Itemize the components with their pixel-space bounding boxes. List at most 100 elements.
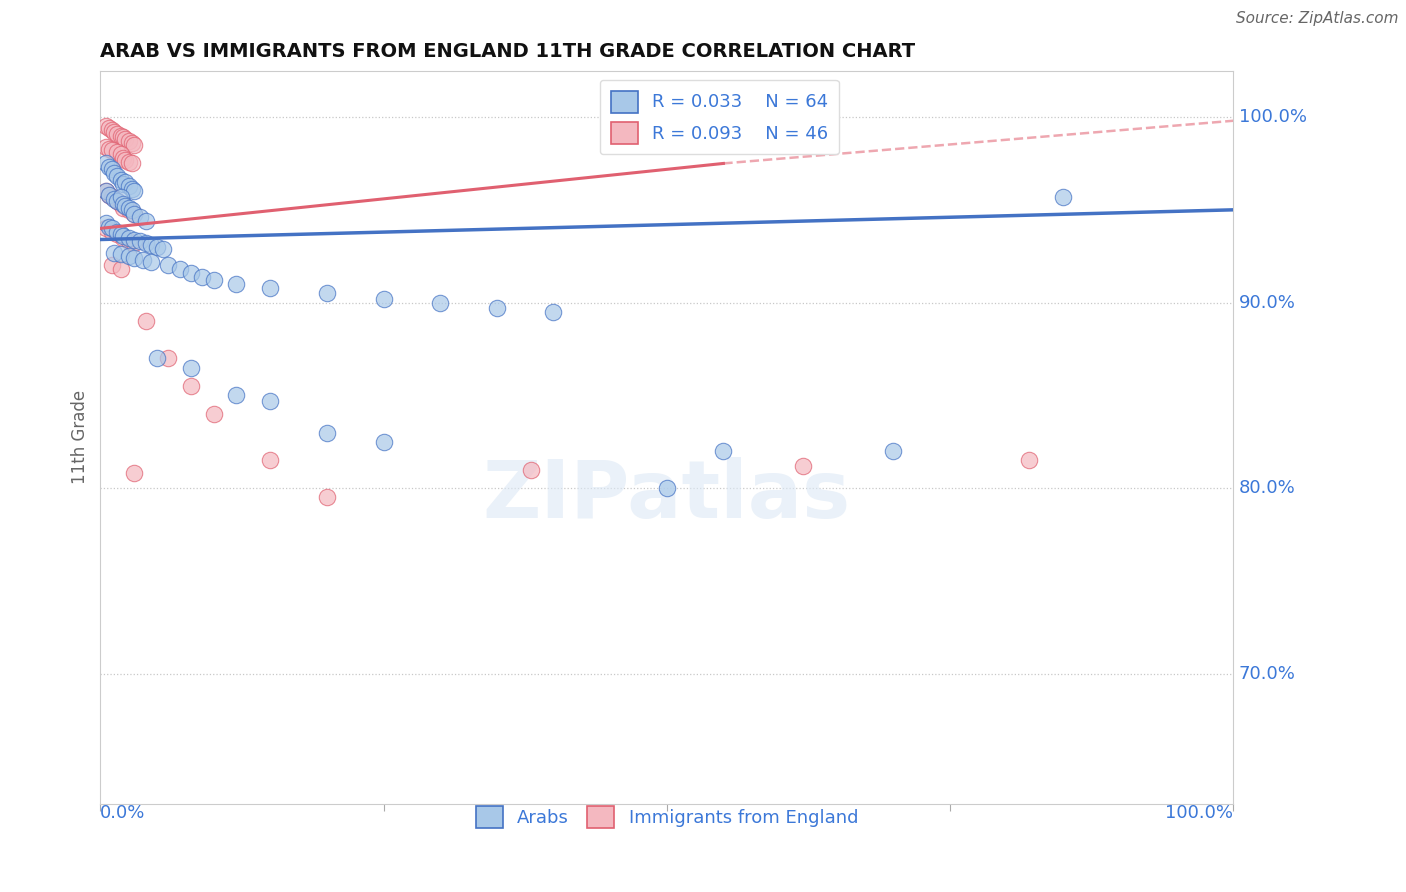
Point — [94, 156, 117, 170]
Point — [110, 190, 132, 204]
Point — [94, 216, 117, 230]
Point — [94, 184, 117, 198]
Point — [792, 458, 814, 473]
Point — [180, 360, 202, 375]
Point — [152, 242, 174, 256]
Point — [118, 230, 141, 244]
Point — [105, 127, 128, 141]
Point — [94, 139, 117, 153]
Point — [135, 236, 157, 251]
Point — [110, 147, 132, 161]
Point — [111, 230, 134, 244]
Point — [259, 394, 281, 409]
Point — [543, 305, 565, 319]
Point — [1018, 453, 1040, 467]
Point — [103, 192, 125, 206]
Point — [103, 166, 125, 180]
Point — [114, 132, 136, 146]
Point — [180, 379, 202, 393]
Point — [124, 251, 146, 265]
Point — [114, 153, 136, 167]
Point — [105, 227, 128, 241]
Point — [882, 444, 904, 458]
Point — [110, 173, 132, 187]
Point — [202, 273, 225, 287]
Point — [98, 219, 121, 234]
Point — [100, 123, 122, 137]
Text: ARAB VS IMMIGRANTS FROM ENGLAND 11TH GRADE CORRELATION CHART: ARAB VS IMMIGRANTS FROM ENGLAND 11TH GRA… — [100, 42, 915, 61]
Point — [124, 184, 146, 198]
Point — [429, 295, 451, 310]
Point — [146, 351, 169, 366]
Text: Source: ZipAtlas.com: Source: ZipAtlas.com — [1236, 11, 1399, 26]
Point — [105, 145, 128, 160]
Point — [316, 286, 339, 301]
Point — [103, 245, 125, 260]
Point — [373, 434, 395, 449]
Point — [225, 277, 247, 291]
Point — [124, 206, 146, 220]
Point — [98, 121, 121, 136]
Point — [114, 175, 136, 189]
Point — [118, 134, 141, 148]
Point — [157, 351, 180, 366]
Text: 80.0%: 80.0% — [1239, 479, 1295, 497]
Point — [105, 194, 128, 208]
Point — [98, 188, 121, 202]
Point — [141, 254, 163, 268]
Text: 100.0%: 100.0% — [1166, 804, 1233, 822]
Point — [129, 211, 152, 225]
Point — [259, 453, 281, 467]
Point — [111, 201, 134, 215]
Point — [105, 225, 128, 239]
Point — [110, 262, 132, 277]
Point — [124, 236, 146, 251]
Point — [259, 281, 281, 295]
Point — [111, 197, 134, 211]
Text: ZIPatlas: ZIPatlas — [482, 457, 851, 535]
Point — [118, 178, 141, 193]
Text: 90.0%: 90.0% — [1239, 293, 1296, 311]
Point — [98, 188, 121, 202]
Point — [124, 233, 146, 247]
Point — [124, 206, 146, 220]
Point — [110, 128, 132, 143]
Point — [141, 238, 163, 252]
Point — [94, 184, 117, 198]
Point — [100, 144, 122, 158]
Point — [114, 199, 136, 213]
Point — [520, 462, 543, 476]
Point — [110, 247, 132, 261]
Point — [373, 292, 395, 306]
Point — [1052, 190, 1074, 204]
Point — [110, 227, 132, 241]
Point — [118, 201, 141, 215]
Point — [157, 259, 180, 273]
Point — [191, 269, 214, 284]
Point — [100, 221, 122, 235]
Point — [316, 491, 339, 505]
Point — [124, 467, 146, 481]
Point — [100, 190, 122, 204]
Point — [316, 425, 339, 440]
Point — [124, 137, 146, 152]
Point — [146, 240, 169, 254]
Point — [655, 481, 678, 495]
Point — [202, 407, 225, 421]
Point — [103, 125, 125, 139]
Point — [105, 194, 128, 208]
Text: 70.0%: 70.0% — [1239, 665, 1296, 682]
Point — [98, 142, 121, 156]
Point — [110, 197, 132, 211]
Point — [485, 301, 508, 315]
Point — [118, 154, 141, 169]
Point — [111, 130, 134, 145]
Point — [180, 266, 202, 280]
Point — [100, 225, 122, 239]
Point — [121, 182, 143, 196]
Point — [100, 161, 122, 176]
Point — [132, 252, 155, 267]
Point — [100, 259, 122, 273]
Point — [118, 235, 141, 249]
Point — [105, 169, 128, 184]
